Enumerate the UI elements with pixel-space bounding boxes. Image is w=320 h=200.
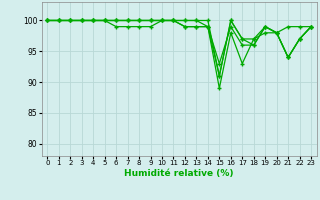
- X-axis label: Humidité relative (%): Humidité relative (%): [124, 169, 234, 178]
